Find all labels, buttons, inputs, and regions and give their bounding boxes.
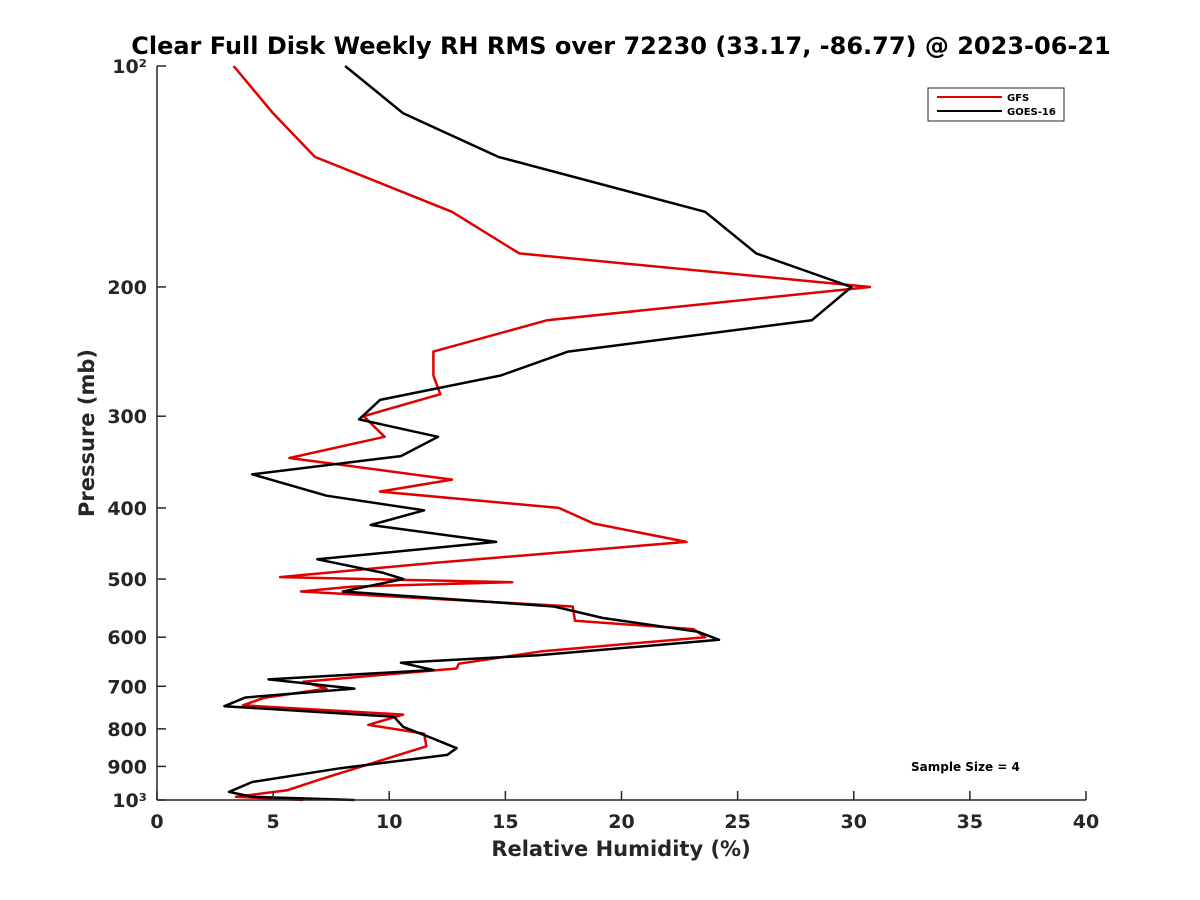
plot-area xyxy=(157,66,1086,800)
y-tick-label: 600 xyxy=(107,627,147,649)
x-tick-label: 10 xyxy=(376,811,402,833)
x-tick-label: 30 xyxy=(841,811,867,833)
sample-size-annotation: Sample Size = 4 xyxy=(911,760,1020,774)
series-line-gfs xyxy=(232,65,872,802)
x-tick-label: 25 xyxy=(724,811,750,833)
y-tick-label: 10² xyxy=(112,56,147,78)
y-tick-label: 200 xyxy=(107,277,147,299)
y-tick-label: 900 xyxy=(107,756,147,778)
series-layer xyxy=(223,65,872,802)
y-axis-label: Pressure (mb) xyxy=(75,349,99,517)
y-tick-label: 700 xyxy=(107,676,147,698)
y-tick-label: 400 xyxy=(107,498,147,520)
y-tick-label: 800 xyxy=(107,719,147,741)
x-tick-label: 20 xyxy=(608,811,634,833)
x-tick-label: 15 xyxy=(492,811,518,833)
chart-title: Clear Full Disk Weekly RH RMS over 72230… xyxy=(131,32,1111,60)
y-tick-label: 10³ xyxy=(112,790,147,812)
x-tick-label: 0 xyxy=(150,811,163,833)
y-tick-label: 500 xyxy=(107,569,147,591)
x-tick-label: 5 xyxy=(267,811,280,833)
legend-label-goes16: GOES-16 xyxy=(1007,107,1056,118)
legend: GFS GOES-16 xyxy=(927,87,1065,122)
x-tick-label: 40 xyxy=(1073,811,1099,833)
y-tick-label: 300 xyxy=(107,406,147,428)
x-tick-group: 0 5 10 15 20 25 30 35 40 xyxy=(150,791,1099,833)
y-tick-group: 10² 200 300 400 500 600 700 800 900 10³ xyxy=(107,56,166,812)
x-axis-label: Relative Humidity (%) xyxy=(491,837,750,861)
series-line-goes16 xyxy=(223,65,853,802)
x-tick-label: 35 xyxy=(957,811,983,833)
legend-label-gfs: GFS xyxy=(1007,93,1029,104)
legend-box xyxy=(927,87,1065,122)
